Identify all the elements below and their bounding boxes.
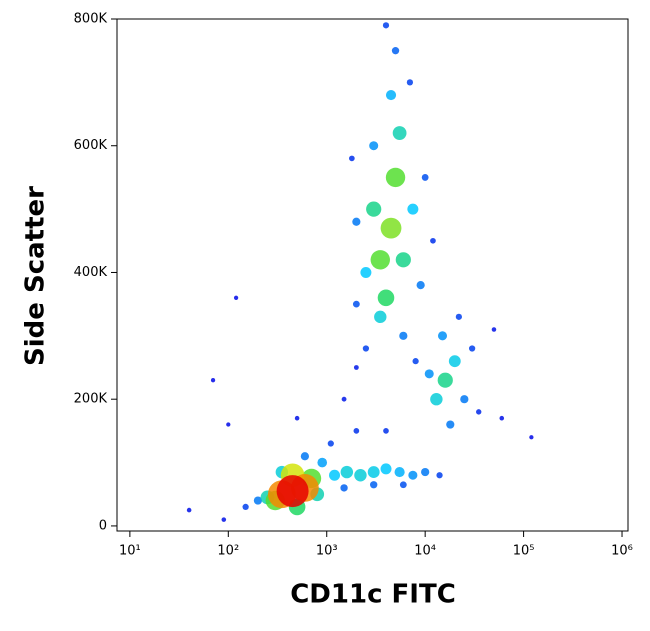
density-point bbox=[352, 217, 361, 226]
y-tick-label: 0 bbox=[99, 518, 107, 533]
x-tick-label: 10⁵ bbox=[513, 544, 535, 559]
density-point bbox=[416, 281, 425, 290]
density-point bbox=[399, 331, 408, 340]
density-point bbox=[412, 358, 419, 365]
density-point bbox=[370, 250, 390, 270]
density-point bbox=[353, 428, 360, 434]
x-tick-label: 10⁴ bbox=[414, 544, 436, 559]
density-point bbox=[341, 396, 347, 402]
x-tick-label: 10⁶ bbox=[611, 544, 633, 559]
density-point bbox=[437, 331, 448, 341]
density-point bbox=[455, 313, 462, 320]
density-point bbox=[340, 484, 348, 492]
y-axis-title: Side Scatter bbox=[21, 186, 51, 366]
density-point bbox=[460, 395, 469, 404]
density-point bbox=[476, 409, 482, 415]
density-point bbox=[421, 467, 430, 477]
plot-frame bbox=[116, 18, 629, 532]
density-point bbox=[529, 435, 534, 440]
density-point bbox=[276, 475, 309, 508]
density-point bbox=[360, 266, 372, 278]
y-tick-label: 600K bbox=[74, 138, 108, 153]
density-point bbox=[349, 155, 355, 162]
density-point bbox=[377, 289, 395, 307]
density-point bbox=[382, 22, 390, 29]
x-tick-label: 10¹ bbox=[119, 544, 141, 559]
density-point bbox=[226, 422, 231, 427]
density-point bbox=[380, 463, 392, 475]
density-point bbox=[399, 481, 407, 489]
density-point bbox=[407, 203, 419, 215]
density-point bbox=[392, 126, 407, 140]
density-point bbox=[327, 440, 334, 447]
density-point bbox=[329, 469, 341, 481]
density-point bbox=[424, 369, 434, 379]
density-point bbox=[366, 201, 382, 217]
density-point bbox=[374, 310, 387, 324]
density-point bbox=[469, 345, 476, 352]
density-point bbox=[370, 481, 378, 489]
density-point bbox=[394, 466, 405, 478]
density-point bbox=[253, 496, 263, 505]
density-point bbox=[317, 457, 328, 468]
density-point bbox=[437, 372, 453, 388]
density-point bbox=[499, 415, 505, 421]
density-point bbox=[395, 252, 411, 268]
density-point bbox=[340, 465, 354, 479]
density-point bbox=[380, 217, 402, 239]
density-point bbox=[391, 47, 400, 55]
density-point bbox=[408, 470, 418, 480]
density-point bbox=[430, 237, 436, 244]
density-point bbox=[491, 327, 497, 332]
density-point bbox=[210, 378, 216, 383]
y-tick-label: 400K bbox=[74, 265, 108, 280]
density-point bbox=[430, 392, 443, 406]
density-point bbox=[385, 167, 406, 188]
density-point bbox=[300, 452, 309, 461]
density-point bbox=[367, 466, 380, 478]
x-axis-title: CD11c FITC bbox=[290, 580, 456, 610]
density-point bbox=[421, 174, 429, 181]
density-point bbox=[369, 141, 379, 151]
y-tick-label: 200K bbox=[74, 392, 108, 407]
density-point bbox=[385, 89, 397, 101]
x-tick-label: 10² bbox=[217, 544, 239, 559]
density-point bbox=[242, 503, 249, 511]
density-point bbox=[436, 472, 443, 479]
density-point bbox=[448, 355, 461, 368]
density-point bbox=[352, 300, 360, 308]
x-tick-label: 10³ bbox=[316, 544, 338, 559]
density-point bbox=[406, 79, 414, 86]
density-point bbox=[221, 517, 227, 522]
density-point bbox=[186, 507, 192, 513]
density-point bbox=[353, 365, 359, 370]
density-point bbox=[383, 428, 389, 434]
y-tick-label: 800K bbox=[74, 12, 108, 27]
density-point bbox=[233, 295, 239, 300]
density-point bbox=[362, 345, 370, 352]
density-point bbox=[446, 420, 455, 429]
density-point bbox=[294, 415, 300, 421]
density-point bbox=[354, 469, 367, 482]
